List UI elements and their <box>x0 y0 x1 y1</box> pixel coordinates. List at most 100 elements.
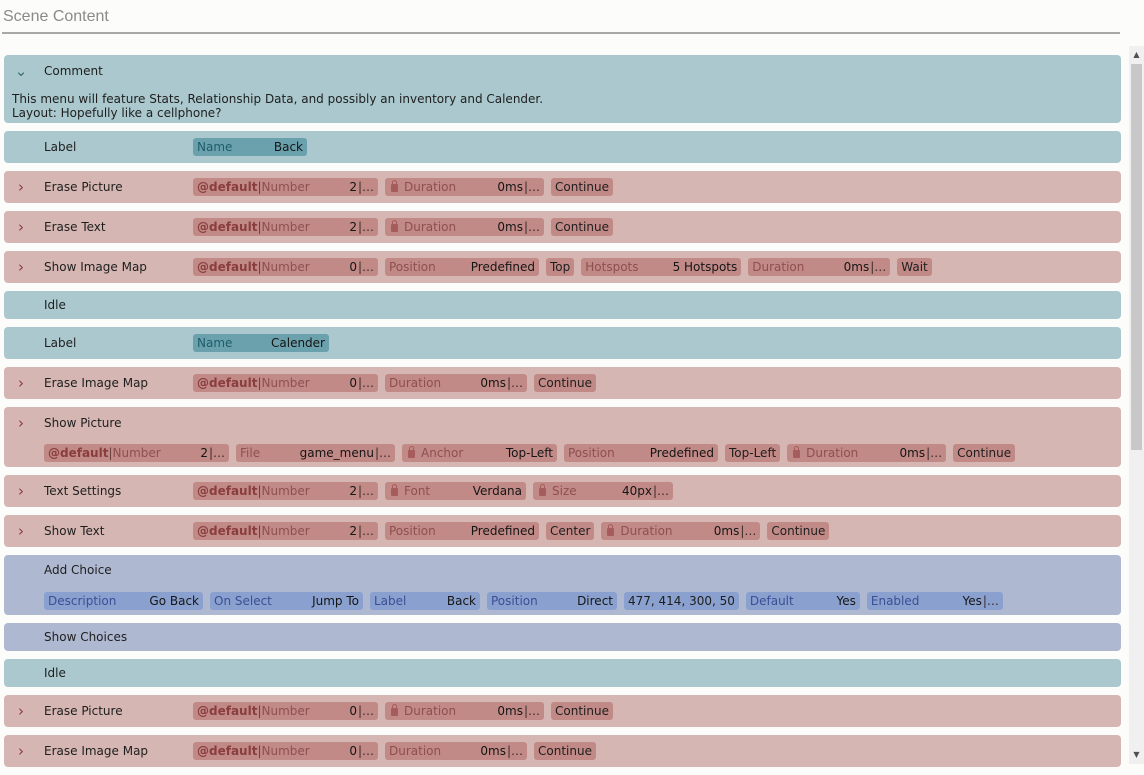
param-label: Duration <box>404 704 457 718</box>
scroll-down-icon[interactable]: ▼ <box>1133 750 1140 759</box>
param-placeholder: @default <box>197 484 258 498</box>
command-label[interactable]: Label Name Back <box>4 131 1121 163</box>
param-placeholder: @default <box>197 744 258 758</box>
param-continue[interactable]: Continue <box>767 522 830 540</box>
param-number[interactable]: @default | Number 2 |… <box>193 218 378 236</box>
param-duration[interactable]: Duration 0ms |… <box>385 702 544 720</box>
param-name[interactable]: Name Back <box>193 138 307 156</box>
param-size[interactable]: Size 40px |… <box>533 482 673 500</box>
param-description[interactable]: Description Go Back <box>44 592 203 610</box>
command-text-settings[interactable]: › Text Settings @default | Number 2 |… Font V… <box>4 475 1121 507</box>
command-comment[interactable]: ⌄ Comment This menu will feature Stats, … <box>4 55 1121 123</box>
param-label: Number <box>261 524 310 538</box>
param-coordinates[interactable]: 477, 414, 300, 50 <box>624 592 739 610</box>
param-label[interactable]: Label Back <box>370 592 480 610</box>
param-number[interactable]: @default | Number 2 |… <box>193 482 378 500</box>
param-wait[interactable]: Wait <box>897 258 932 276</box>
chevron-right-icon[interactable]: › <box>18 258 24 276</box>
command-name: Erase Text <box>44 220 106 234</box>
param-on-select[interactable]: On Select Jump To <box>210 592 363 610</box>
command-erase-picture[interactable]: › Erase Picture @default | Number 0 |… Durat… <box>4 695 1121 727</box>
command-name: Erase Image Map <box>44 376 149 390</box>
command-show-picture[interactable]: › Show Picture @default | Number 2 |… File ga… <box>4 407 1121 467</box>
param-enabled[interactable]: Enabled Yes |… <box>866 592 1003 610</box>
command-erase-picture[interactable]: › Erase Picture @default | Number 2 |… Durat… <box>4 171 1121 203</box>
command-label[interactable]: Label Name Calender <box>4 327 1121 359</box>
chevron-right-icon[interactable]: › <box>18 742 24 760</box>
chevron-right-icon[interactable]: › <box>18 414 24 432</box>
param-number[interactable]: @default | Number 0 |… <box>193 374 378 392</box>
param-font[interactable]: Font Verdana <box>385 482 526 500</box>
param-continue[interactable]: Continue <box>534 374 596 392</box>
param-label: Default <box>749 594 794 608</box>
chevron-right-icon[interactable]: › <box>18 482 24 500</box>
command-name: Label <box>44 140 77 154</box>
param-value: Top-Left <box>505 446 553 460</box>
param-label: Number <box>261 220 310 234</box>
param-position-option[interactable]: Top-Left <box>725 444 781 462</box>
param-position[interactable]: Position Direct <box>487 592 617 610</box>
param-position[interactable]: Position Predefined <box>385 522 539 540</box>
param-number[interactable]: @default | Number 0 |… <box>193 742 378 760</box>
command-name: Erase Picture <box>44 704 123 718</box>
command-name: Show Picture <box>44 416 122 430</box>
param-anchor[interactable]: Anchor Top-Left <box>402 444 557 462</box>
param-name[interactable]: Name Calender <box>193 334 329 352</box>
command-idle[interactable]: Idle <box>4 659 1121 687</box>
scroll-up-icon[interactable]: ▲ <box>1133 50 1140 59</box>
chevron-right-icon[interactable]: › <box>18 178 24 196</box>
param-continue[interactable]: Continue <box>551 218 613 236</box>
param-duration[interactable]: Duration 0ms |… <box>385 742 527 760</box>
param-number[interactable]: @default | Number 2 |… <box>193 178 378 196</box>
scrollbar-thumb[interactable] <box>1131 64 1142 450</box>
param-hotspots[interactable]: Hotspots 5 Hotspots <box>581 258 742 276</box>
lock-icon <box>391 180 398 192</box>
param-label: Name <box>197 336 233 350</box>
param-label: File <box>240 446 261 460</box>
param-label: Size <box>552 484 577 498</box>
param-number[interactable]: @default | Number 2 |… <box>44 444 229 462</box>
command-name: Erase Picture <box>44 180 123 194</box>
param-continue[interactable]: Continue <box>953 444 1016 462</box>
param-duration[interactable]: Duration 0ms |… <box>748 258 891 276</box>
command-name: Text Settings <box>44 484 122 498</box>
command-show-image-map[interactable]: › Show Image Map @default | Number 0 |… Posi… <box>4 251 1121 283</box>
param-position-option[interactable]: Top <box>546 258 575 276</box>
param-position[interactable]: Position Predefined <box>564 444 718 462</box>
param-number[interactable]: @default | Number 2 |… <box>193 522 378 540</box>
command-show-choices[interactable]: Show Choices <box>4 623 1121 651</box>
chevron-right-icon[interactable]: › <box>18 374 24 392</box>
param-duration[interactable]: Duration 0ms |… <box>385 178 544 196</box>
param-group: @default | Number 2 |… Position Predefined Ce… <box>193 522 830 540</box>
param-value: 2 <box>200 446 208 460</box>
param-number[interactable]: @default | Number 0 |… <box>193 702 378 720</box>
chevron-right-icon[interactable]: › <box>18 702 24 720</box>
param-continue[interactable]: Continue <box>534 742 596 760</box>
chevron-right-icon[interactable]: › <box>18 218 24 236</box>
command-idle[interactable]: Idle <box>4 291 1121 319</box>
param-file[interactable]: File game_menu |… <box>236 444 395 462</box>
param-position-option[interactable]: Center <box>546 522 595 540</box>
chevron-right-icon[interactable]: › <box>18 522 24 540</box>
vertical-scrollbar[interactable]: ▲ ▼ <box>1129 46 1144 764</box>
chevron-down-icon[interactable]: ⌄ <box>14 62 28 80</box>
command-erase-image-map[interactable]: › Erase Image Map @default | Number 0 |… Dur… <box>4 367 1121 399</box>
param-value: Top-Left <box>729 446 777 460</box>
command-add-choice[interactable]: Add Choice Description Go Back On Select J… <box>4 555 1121 615</box>
param-continue[interactable]: Continue <box>551 178 613 196</box>
param-duration[interactable]: Duration 0ms |… <box>385 374 527 392</box>
param-value: 0ms <box>480 744 506 758</box>
param-position[interactable]: Position Predefined <box>385 258 539 276</box>
param-duration[interactable]: Duration 0ms |… <box>601 522 761 540</box>
param-duration[interactable]: Duration 0ms |… <box>787 444 947 462</box>
command-erase-text[interactable]: › Erase Text @default | Number 2 |… Duration… <box>4 211 1121 243</box>
param-number[interactable]: @default | Number 0 |… <box>193 258 378 276</box>
param-duration[interactable]: Duration 0ms |… <box>385 218 544 236</box>
command-show-text[interactable]: › Show Text @default | Number 2 |… Position P… <box>4 515 1121 547</box>
param-value: Calender <box>271 336 325 350</box>
param-continue[interactable]: Continue <box>551 702 613 720</box>
param-value: Yes <box>962 594 982 608</box>
param-default[interactable]: Default Yes <box>745 592 860 610</box>
command-erase-image-map[interactable]: › Erase Image Map @default | Number 0 |… Dur… <box>4 735 1121 767</box>
param-label: Duration <box>404 180 457 194</box>
